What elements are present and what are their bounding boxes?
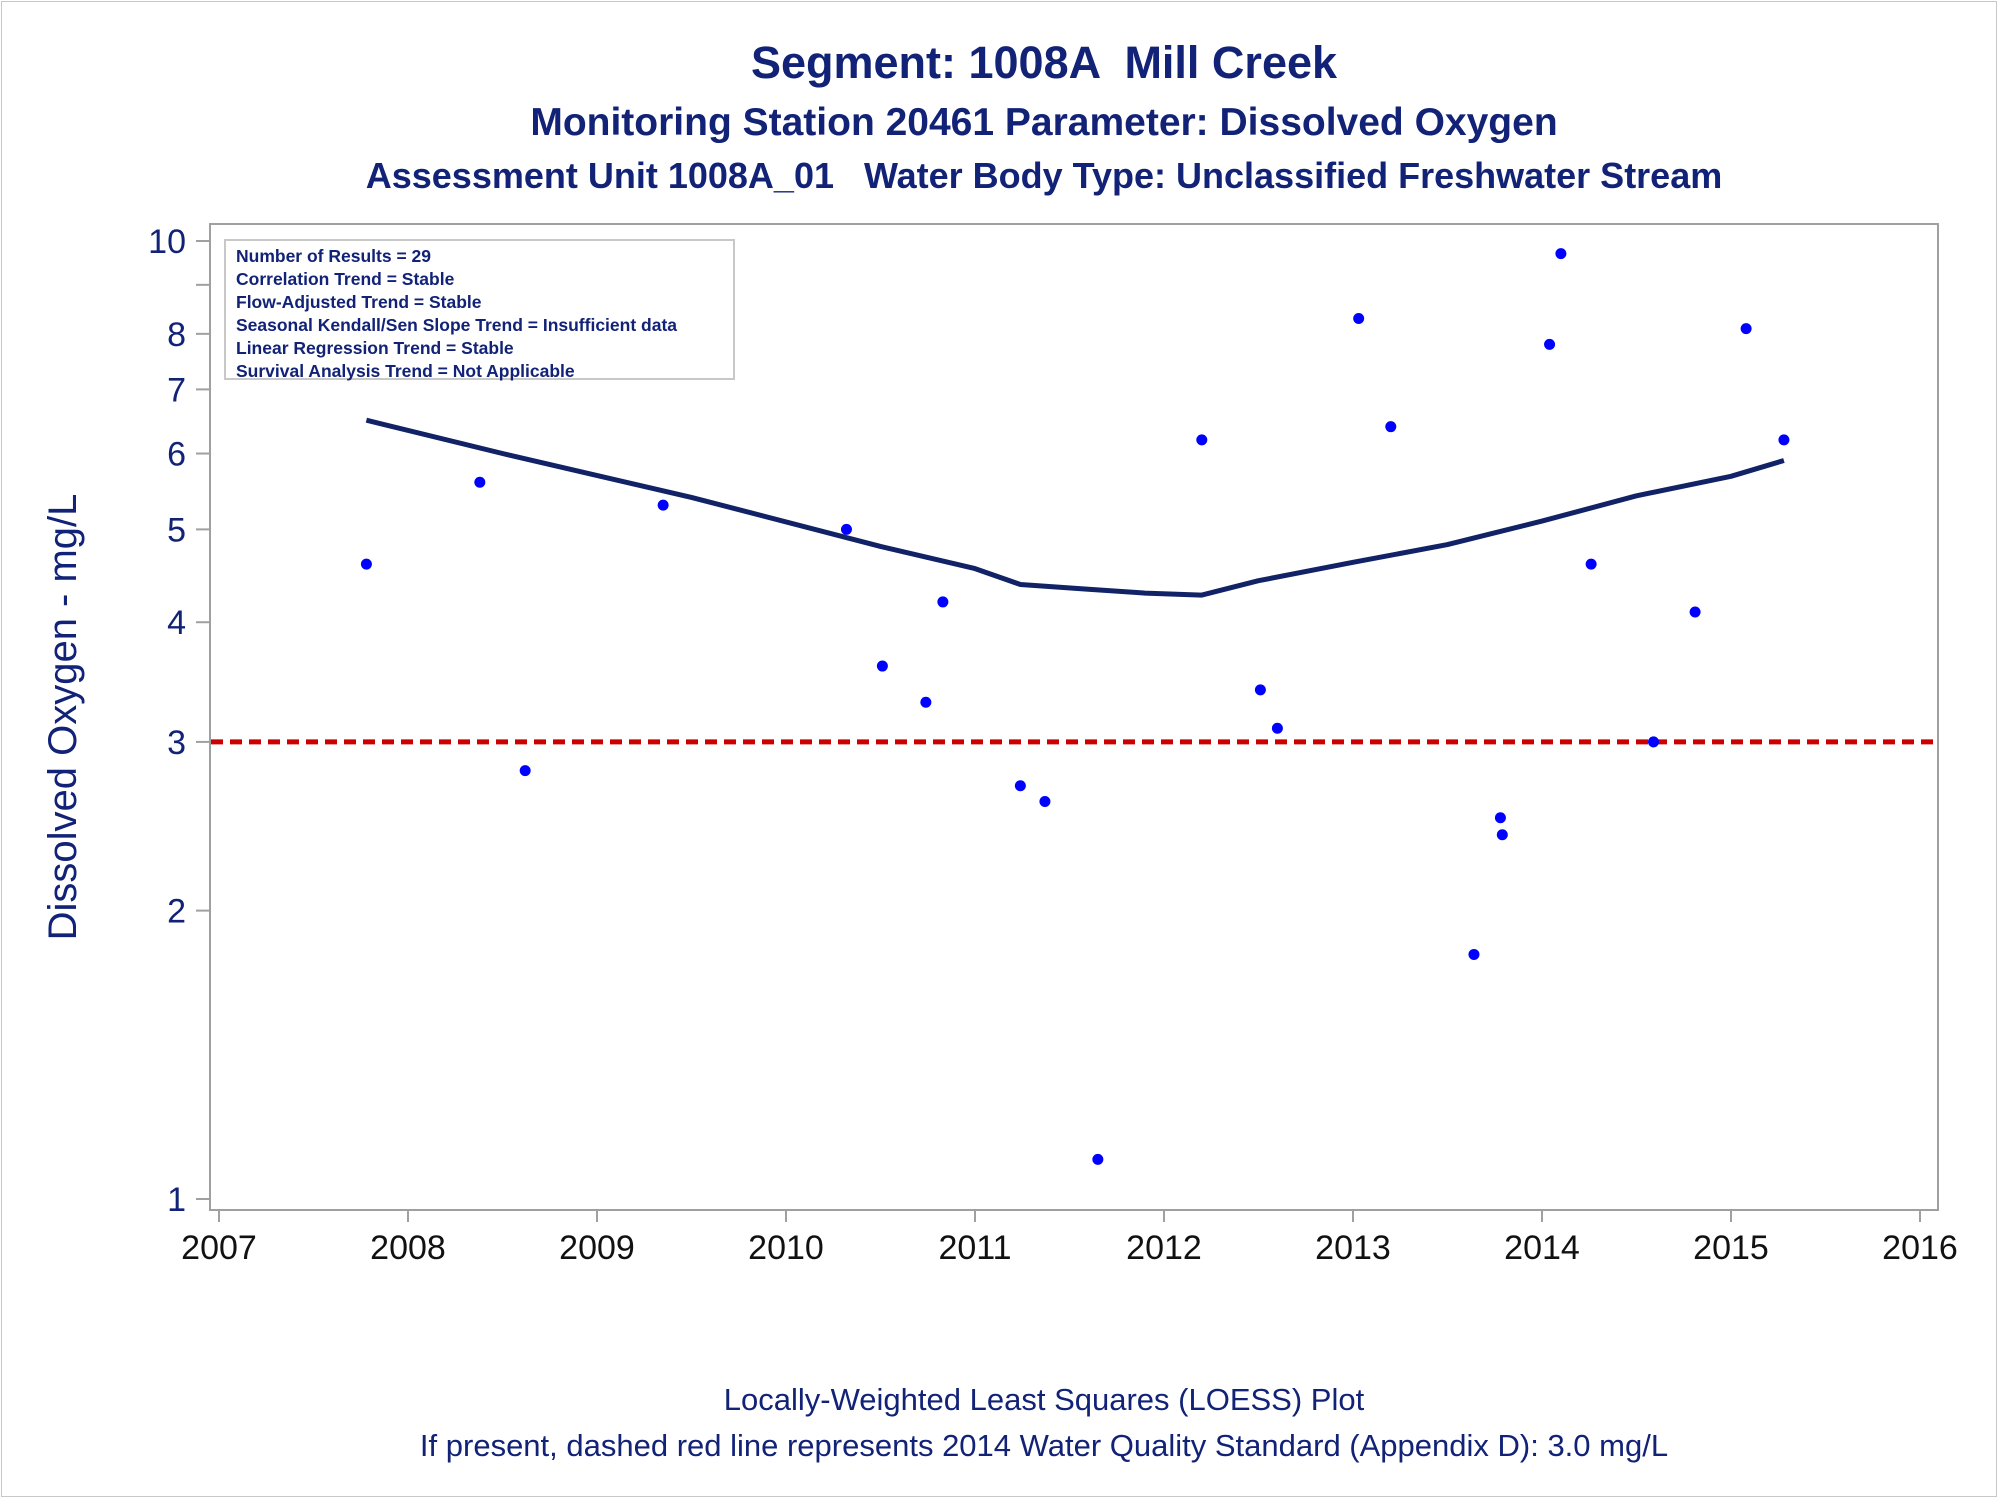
data-point [657,499,669,511]
x-tick-label: 2014 [1504,1229,1580,1267]
data-point [1254,684,1266,696]
chart-subtitle: Monitoring Station 20461 Parameter: Diss… [530,101,1558,144]
footnote-1: Locally-Weighted Least Squares (LOESS) P… [723,1382,1365,1417]
x-tick-label: 2011 [938,1229,1011,1267]
footnote-2: If present, dashed red line represents 2… [419,1428,1669,1463]
data-point [360,558,372,570]
data-point [1689,606,1701,618]
x-tick-label: 2016 [1882,1229,1958,1267]
stats-line: Linear Regression Trend = Stable [236,338,514,358]
x-tick-label: 2015 [1693,1229,1769,1267]
x-tick-label: 2012 [1126,1229,1202,1267]
x-tick-label: 2008 [370,1229,446,1267]
chart-subtitle-2: Assessment Unit 1008A_01 Water Body Type… [365,155,1723,196]
data-point [1014,780,1026,792]
stats-box: Number of Results = 29 Correlation Trend… [224,239,735,381]
y-tick-label: 8 [167,316,186,354]
x-tick-label: 2010 [748,1229,824,1267]
y-tick-label: 5 [167,511,186,549]
y-tick-label: 3 [167,724,186,762]
y-tick-label: 1 [167,1181,186,1219]
data-point [840,523,852,535]
y-axis-label: Dissolved Oxygen - mg/L [41,494,85,941]
plot-area [209,223,1939,1211]
stats-line: Seasonal Kendall/Sen Slope Trend = Insuf… [236,315,678,335]
x-tick-label: 2007 [181,1229,257,1267]
data-point [937,596,949,608]
data-point [1271,722,1283,734]
data-point [1778,434,1790,446]
x-tick-label: 2013 [1315,1229,1391,1267]
y-tick-label: 4 [167,604,186,642]
stats-line: Number of Results = 29 [236,246,431,266]
y-tick-label: 2 [167,893,186,931]
data-point [1555,248,1567,260]
data-point [1353,313,1365,325]
data-point [1092,1153,1104,1165]
data-point [1544,338,1556,350]
data-point [519,765,531,777]
data-point [1039,795,1051,807]
data-point [876,660,888,672]
data-point [1494,812,1506,824]
data-point [1648,736,1660,748]
x-tick-label: 2009 [559,1229,635,1267]
data-point [1468,948,1480,960]
loess-line [365,417,1785,598]
data-point [1496,829,1508,841]
stats-line: Flow-Adjusted Trend = Stable [236,292,482,312]
data-point [920,696,932,708]
y-tick-label: 10 [148,223,186,261]
data-point [1740,323,1752,335]
chart-title: Segment: 1008A Mill Creek [750,37,1338,88]
y-tick-label: 7 [167,371,186,409]
data-point [1385,421,1397,433]
stats-line: Correlation Trend = Stable [236,269,455,289]
data-point [474,476,486,488]
data-point [1196,434,1208,446]
stats-line: Survival Analysis Trend = Not Applicable [236,361,575,381]
y-tick-label: 6 [167,436,186,474]
data-point [1585,558,1597,570]
